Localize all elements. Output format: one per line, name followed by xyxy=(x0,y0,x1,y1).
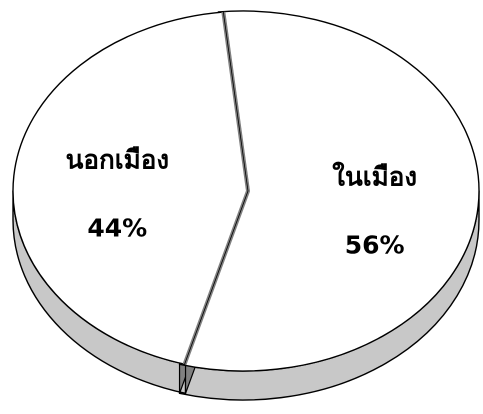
pie-slice-1 xyxy=(12,11,250,366)
pie-split-outline xyxy=(184,11,249,365)
slice-label-0: ในเมือง xyxy=(332,161,417,192)
slice-value-0: 56% xyxy=(345,230,405,259)
pie-slice-0 xyxy=(178,10,480,372)
slice-value-1: 44% xyxy=(87,214,147,243)
slice-label-1: นอกเมือง xyxy=(66,146,169,176)
